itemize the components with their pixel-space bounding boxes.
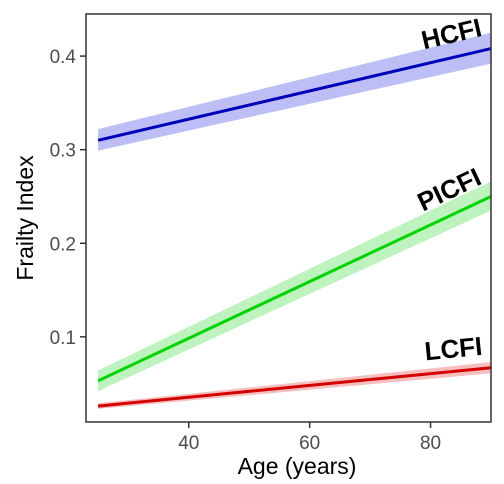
lcfi-fit-line (97, 366, 492, 408)
picfi-ci-band (98, 181, 491, 392)
x-tick-label: 80 (420, 433, 441, 454)
y-axis-title: Frailty Index (12, 155, 38, 281)
fit-lines (97, 47, 492, 408)
x-axis-ticks: 40 60 80 (178, 422, 441, 454)
plot-panel (85, 13, 492, 423)
x-axis-title: Age (years) (238, 453, 357, 479)
x-tick-label: 60 (299, 433, 320, 454)
x-tick-label: 40 (178, 433, 199, 454)
hcfi-fit-line (97, 47, 492, 142)
y-axis-ticks: 0.1 0.2 0.3 0.4 (50, 47, 86, 349)
y-tick-label: 0.2 (50, 234, 76, 255)
y-tick-label: 0.4 (50, 47, 77, 68)
y-tick-label: 0.3 (50, 141, 76, 162)
hcfi-ci-band (98, 32, 491, 151)
y-tick-label: 0.1 (50, 328, 76, 349)
picfi-fit-line (97, 195, 492, 383)
lcfi-series-label: LCFI (423, 331, 483, 366)
